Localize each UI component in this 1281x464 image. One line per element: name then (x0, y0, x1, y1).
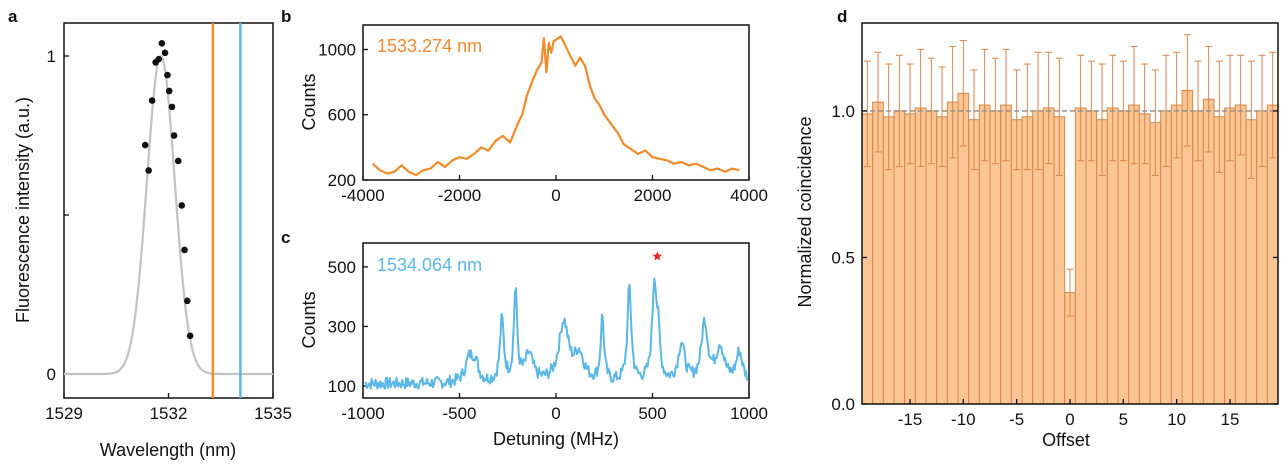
y-axis-label: Fluorescence intensity (a.u.) (13, 97, 33, 323)
x-tick-label: -4000 (341, 186, 384, 205)
y-tick-label: 0.5 (831, 248, 855, 267)
y-tick-label: 1.0 (831, 102, 855, 121)
y-tick-label: 300 (328, 317, 356, 336)
data-point (141, 141, 149, 149)
panel-label-d: d (837, 7, 847, 26)
gaussian-fit-curve (64, 54, 273, 376)
data-point (170, 132, 178, 139)
counts-series-line (371, 35, 740, 177)
y-axis-label: Normalized coincidence (795, 116, 815, 307)
x-tick-label: 1532 (150, 404, 188, 423)
data-point (155, 55, 163, 63)
y-tick-label: 600 (328, 106, 356, 125)
data-point (174, 157, 182, 165)
data-point (161, 49, 169, 57)
x-tick-label: -5 (1009, 410, 1024, 429)
x-axis-label: Wavelength (nm) (100, 440, 236, 460)
data-point (168, 103, 176, 111)
x-tick-label: 1535 (254, 404, 292, 423)
x-tick-label: 0 (551, 186, 560, 205)
x-tick-label: -2000 (438, 186, 481, 205)
x-tick-label: -10 (951, 410, 976, 429)
chart-panel-d: -15 -10 -5 0 5 10 15 0.0 0.5 1.0 Offset Normalized … (795, 22, 1279, 450)
x-tick-label: 500 (638, 404, 666, 423)
data-point (181, 246, 188, 254)
counts-series-line (364, 277, 749, 390)
panel-label-b: b (281, 7, 291, 26)
data-point (145, 167, 152, 174)
wavelength-annotation: 1534.064 nm (377, 255, 482, 275)
plot-frame (63, 22, 274, 399)
data-point (148, 97, 156, 104)
data-point (184, 297, 191, 305)
y-axis-label: Counts (299, 291, 319, 348)
x-axis-label: Detuning (MHz) (493, 429, 619, 449)
y-tick-label: 0 (47, 365, 56, 384)
y-tick-label: 1 (47, 47, 56, 66)
data-point (186, 332, 194, 340)
x-tick-label: 5 (1119, 410, 1128, 429)
x-tick-label: 0 (1065, 410, 1074, 429)
x-tick-label: -1000 (341, 404, 384, 423)
wavelength-annotation: 1533.274 nm (377, 36, 482, 56)
data-point (178, 202, 186, 209)
y-tick-label: 0.0 (831, 395, 855, 414)
chart-panel-a: 1529 1532 1535 0 1 Wavelength (nm) Fluorescenc… (13, 22, 292, 460)
y-tick-label: 100 (328, 377, 356, 396)
x-tick-label: 15 (1221, 410, 1240, 429)
panel-label-c: c (281, 228, 290, 247)
y-tick-label: 500 (328, 258, 356, 277)
star-marker (652, 251, 663, 261)
data-point (164, 71, 171, 79)
x-tick-label: 2000 (634, 186, 672, 205)
x-tick-label: -15 (898, 410, 923, 429)
chart-panel-b: -4000 -2000 0 2000 4000 200 600 1000 1533.274 nm… (299, 24, 768, 205)
y-tick-label: 200 (328, 171, 356, 190)
y-tick-label: 1000 (318, 40, 356, 59)
x-axis-label: Offset (1042, 430, 1090, 450)
x-tick-label: 1000 (730, 404, 768, 423)
x-tick-label: 4000 (730, 186, 768, 205)
x-tick-label: 1529 (45, 404, 83, 423)
data-point (158, 39, 166, 47)
data-point (165, 87, 173, 95)
x-tick-label: 0 (551, 404, 560, 423)
x-tick-label: -500 (442, 404, 476, 423)
x-tick-label: 10 (1167, 410, 1186, 429)
panel-label-a: a (8, 7, 18, 26)
y-axis-label: Counts (299, 73, 319, 130)
chart-panel-c: -1000 -500 0 500 1000 100 300 500 1534.064 nm Det… (299, 242, 768, 449)
